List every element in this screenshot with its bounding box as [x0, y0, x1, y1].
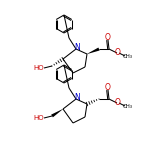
- Text: CH₃: CH₃: [123, 104, 133, 109]
- Text: HO: HO: [34, 116, 44, 121]
- Text: N: N: [74, 43, 80, 52]
- Text: N: N: [74, 93, 80, 102]
- Text: HO: HO: [34, 66, 44, 71]
- Polygon shape: [87, 48, 100, 54]
- Text: O: O: [105, 33, 111, 41]
- Text: O: O: [105, 83, 111, 92]
- Text: CH₃: CH₃: [123, 54, 133, 59]
- Polygon shape: [51, 109, 63, 117]
- Text: O: O: [115, 48, 121, 57]
- Text: O: O: [115, 98, 121, 107]
